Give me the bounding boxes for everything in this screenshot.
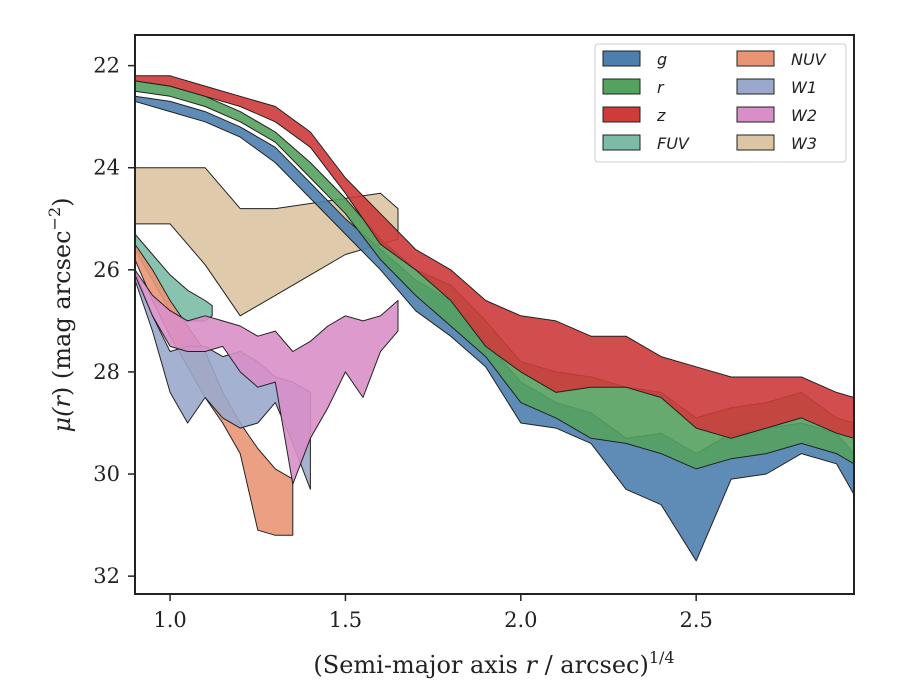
- y-tick-label: 22: [93, 54, 120, 78]
- axis-layer: 1.0 1.5 2.0 2.5 22 24 26 28 30 32: [93, 54, 713, 632]
- legend-swatch-r: [602, 78, 641, 95]
- band-z: [135, 75, 854, 439]
- legend-label-w1: W1: [791, 78, 817, 97]
- x-axis-title: (Semi-major axis r / arcsec)1/4: [313, 648, 674, 679]
- legend-swatch-nuv: [736, 50, 775, 67]
- y-tick-label: 26: [93, 258, 120, 282]
- legend-label-z: z: [656, 106, 666, 125]
- x-tick-label: 2.5: [679, 608, 712, 632]
- y-axis-title: μ(r) (mag arcsec−2): [45, 197, 76, 432]
- legend-label-r: r: [657, 78, 665, 97]
- legend-swatch-w1: [736, 78, 775, 95]
- legend-swatch-fuv: [602, 134, 641, 151]
- legend-frame: [594, 43, 847, 163]
- x-tick-label: 2.0: [504, 608, 537, 632]
- legend-swatch-w3: [736, 134, 775, 151]
- series-layer: [135, 75, 854, 562]
- x-tick-label: 1.0: [153, 608, 186, 632]
- x-tick-label: 1.5: [329, 608, 362, 632]
- legend-swatch-w2: [736, 106, 775, 123]
- legend-label-w3: W3: [791, 134, 817, 153]
- legend-label-w2: W2: [791, 106, 817, 125]
- plot-frame: [134, 34, 855, 595]
- legend-label-g: g: [657, 50, 667, 69]
- legend-swatch-g: [602, 50, 641, 67]
- legend-label-fuv: FUV: [657, 134, 690, 153]
- y-tick-label: 32: [93, 564, 120, 588]
- legend-label-nuv: NUV: [791, 50, 827, 69]
- legend-swatch-z: [602, 106, 641, 123]
- y-tick-label: 28: [93, 360, 120, 384]
- legend: grz FUV NUV W1 W2 W3: [594, 43, 847, 163]
- y-tick-label: 24: [93, 156, 120, 180]
- y-tick-label: 30: [93, 462, 120, 486]
- band-w2: [135, 269, 399, 485]
